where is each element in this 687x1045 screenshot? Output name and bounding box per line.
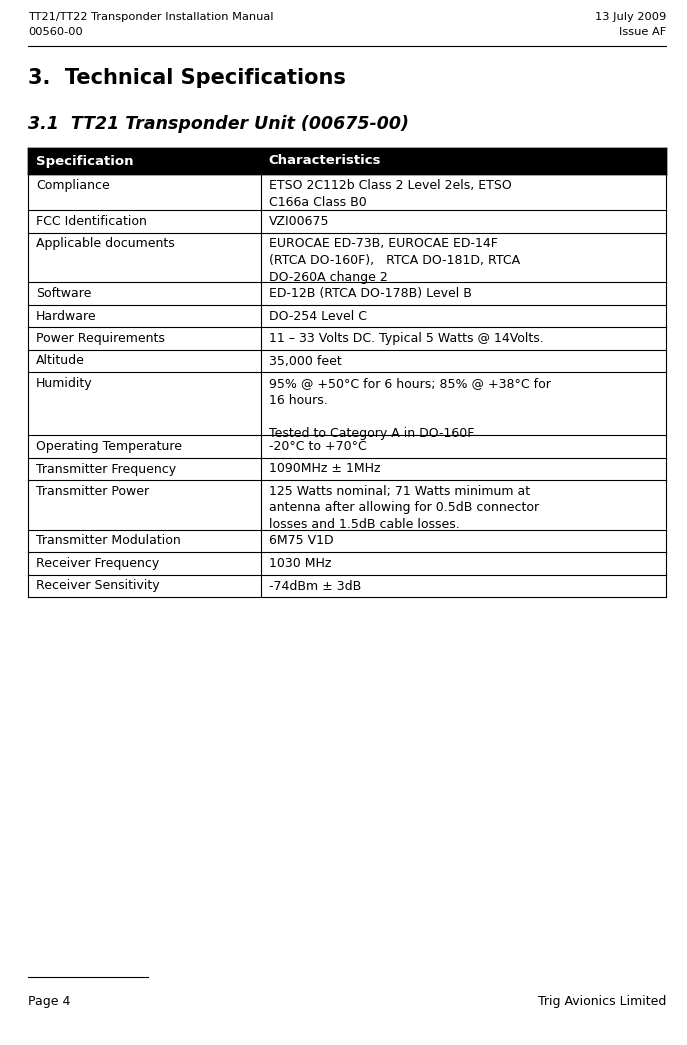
Text: Transmitter Modulation: Transmitter Modulation xyxy=(36,534,181,548)
Text: 35,000 feet: 35,000 feet xyxy=(269,354,341,368)
Text: Software: Software xyxy=(36,287,91,300)
Text: 125 Watts nominal; 71 Watts minimum at
antenna after allowing for 0.5dB connecto: 125 Watts nominal; 71 Watts minimum at a… xyxy=(269,485,539,531)
Text: Receiver Sensitivity: Receiver Sensitivity xyxy=(36,580,159,593)
Text: 13 July 2009: 13 July 2009 xyxy=(595,11,666,22)
Text: -20°C to +70°C: -20°C to +70°C xyxy=(269,440,367,452)
Text: -74dBm ± 3dB: -74dBm ± 3dB xyxy=(269,580,361,593)
Text: Compliance: Compliance xyxy=(36,179,110,192)
Text: 11 – 33 Volts DC. Typical 5 Watts @ 14Volts.: 11 – 33 Volts DC. Typical 5 Watts @ 14Vo… xyxy=(269,332,543,345)
Text: Issue AF: Issue AF xyxy=(619,27,666,37)
Text: 1090MHz ± 1MHz: 1090MHz ± 1MHz xyxy=(269,463,381,475)
Text: TT21/TT22 Transponder Installation Manual: TT21/TT22 Transponder Installation Manua… xyxy=(28,11,273,22)
Text: Transmitter Power: Transmitter Power xyxy=(36,485,149,498)
Text: Hardware: Hardware xyxy=(36,309,97,323)
Text: Page 4: Page 4 xyxy=(28,995,70,1008)
Text: 3.1  TT21 Transponder Unit (00675-00): 3.1 TT21 Transponder Unit (00675-00) xyxy=(28,115,409,133)
Text: Humidity: Humidity xyxy=(36,377,93,390)
Text: Specification: Specification xyxy=(36,155,133,167)
Text: EUROCAE ED-73B, EUROCAE ED-14F
(RTCA DO-160F),   RTCA DO-181D, RTCA
DO-260A chan: EUROCAE ED-73B, EUROCAE ED-14F (RTCA DO-… xyxy=(269,237,520,283)
Text: ETSO 2C112b Class 2 Level 2els, ETSO
C166a Class B0: ETSO 2C112b Class 2 Level 2els, ETSO C16… xyxy=(269,179,512,209)
Text: 3.  Technical Specifications: 3. Technical Specifications xyxy=(28,68,346,88)
Text: Transmitter Frequency: Transmitter Frequency xyxy=(36,463,176,475)
Text: Receiver Frequency: Receiver Frequency xyxy=(36,557,159,570)
Text: 00560-00: 00560-00 xyxy=(28,27,82,37)
Text: Characteristics: Characteristics xyxy=(269,155,381,167)
Text: FCC Identification: FCC Identification xyxy=(36,215,147,228)
Text: ED-12B (RTCA DO-178B) Level B: ED-12B (RTCA DO-178B) Level B xyxy=(269,287,472,300)
Text: 95% @ +50°C for 6 hours; 85% @ +38°C for
16 hours.

Tested to Category A in DO-1: 95% @ +50°C for 6 hours; 85% @ +38°C for… xyxy=(269,377,551,440)
Text: DO-254 Level C: DO-254 Level C xyxy=(269,309,367,323)
Text: Trig Avionics Limited: Trig Avionics Limited xyxy=(538,995,666,1008)
Text: Applicable documents: Applicable documents xyxy=(36,237,174,251)
Text: Power Requirements: Power Requirements xyxy=(36,332,165,345)
Text: 1030 MHz: 1030 MHz xyxy=(269,557,331,570)
Text: VZI00675: VZI00675 xyxy=(269,215,329,228)
Text: Altitude: Altitude xyxy=(36,354,85,368)
Text: 6M75 V1D: 6M75 V1D xyxy=(269,534,333,548)
Text: Operating Temperature: Operating Temperature xyxy=(36,440,182,452)
